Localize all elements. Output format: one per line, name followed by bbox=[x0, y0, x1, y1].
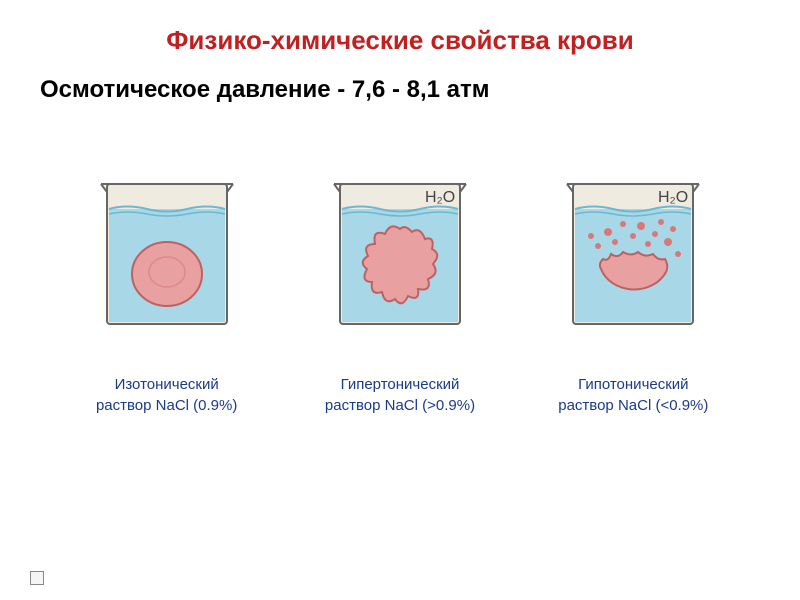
label-line: раствор NaCl (<0.9%) bbox=[533, 395, 733, 416]
label-line: Изотонический bbox=[67, 374, 267, 395]
label-line: Гипотонический bbox=[533, 374, 733, 395]
h2o-label: H₂O bbox=[658, 189, 688, 206]
label-isotonic: Изотонический раствор NaCl (0.9%) bbox=[67, 374, 267, 416]
labels-row: Изотонический раствор NaCl (0.9%) Гиперт… bbox=[30, 374, 770, 416]
label-line: Гипертонический bbox=[300, 374, 500, 395]
footer-marker bbox=[30, 571, 44, 585]
beaker-hypotonic-svg: H₂O bbox=[553, 154, 713, 334]
label-line: раствор NaCl (>0.9%) bbox=[300, 395, 500, 416]
page-title: Физико-химические свойства крови bbox=[30, 25, 770, 56]
beaker-hypertonic: H₂O bbox=[300, 154, 500, 334]
beaker-hypertonic-svg: H₂O bbox=[320, 154, 480, 334]
beaker-hypotonic: H₂O bbox=[533, 154, 733, 334]
label-hypotonic: Гипотонический раствор NaCl (<0.9%) bbox=[533, 374, 733, 416]
label-line: раствор NaCl (0.9%) bbox=[67, 395, 267, 416]
beaker-isotonic bbox=[67, 154, 267, 334]
label-hypertonic: Гипертонический раствор NaCl (>0.9%) bbox=[300, 374, 500, 416]
beakers-row: H₂O H₂O bbox=[30, 154, 770, 334]
h2o-label: H₂O bbox=[425, 189, 455, 206]
beaker-isotonic-svg bbox=[87, 154, 247, 334]
page-subtitle: Осмотическое давление - 7,6 - 8,1 атм bbox=[30, 76, 770, 104]
